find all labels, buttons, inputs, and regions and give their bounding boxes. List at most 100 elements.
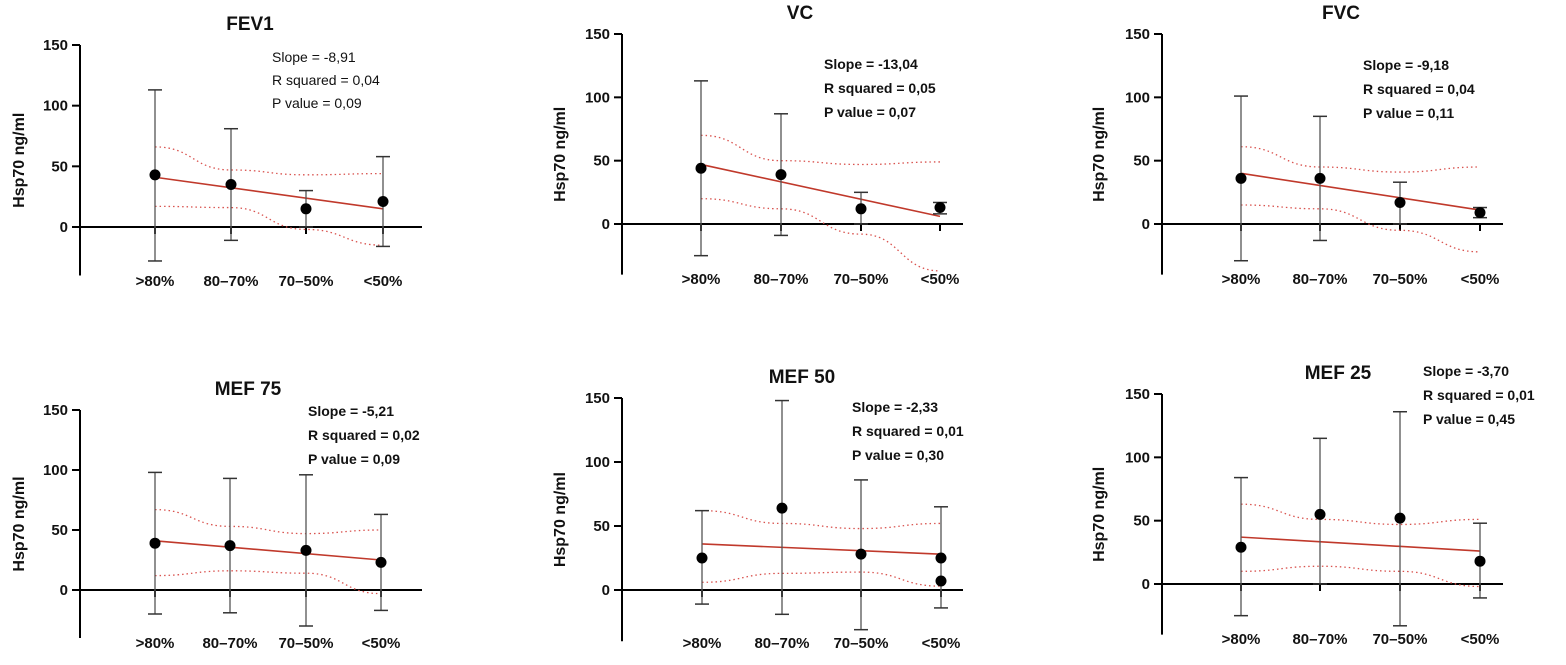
stat-line: Slope = -3,70 [1423,363,1509,379]
confidence-band-upper [154,508,382,535]
confidence-band-lower [154,205,384,246]
y-tick-label: 100 [1125,89,1150,106]
stat-line: P value = 0,30 [852,447,944,463]
stat-line: P value = 0,09 [272,95,362,111]
data-point [855,203,867,215]
y-tick-label: 100 [585,454,610,471]
x-tick-label: <50% [1461,271,1500,288]
data-point [695,162,707,174]
y-tick-label: 50 [593,518,610,535]
data-point [696,552,708,564]
y-tick-label: 150 [43,37,68,54]
x-tick-label: >80% [683,635,722,652]
data-point [1314,172,1326,184]
x-tick-label: 70–50% [278,273,333,290]
data-point [1474,207,1486,219]
y-axis-label: Hsp70 ng/ml [11,113,28,208]
regression-line [700,163,941,218]
confidence-band-upper [154,146,384,176]
chart-panel-3: FVC Hsp70 ng/ml 0 50 100 150 >80% 80–70% 70–50% <… [1091,3,1503,288]
x-tick-label: 70–50% [1372,271,1427,288]
x-tick-label: 70–50% [278,635,333,652]
x-tick-label: <50% [362,635,401,652]
y-tick-label: 150 [1125,386,1150,403]
x-tick-label: >80% [1222,271,1261,288]
data-point [935,575,947,587]
data-point [300,203,312,215]
data-point [935,552,947,564]
y-tick-label: 0 [60,582,68,599]
y-tick-label: 100 [43,98,68,115]
y-tick-label: 50 [1133,153,1150,170]
x-tick-label: >80% [682,271,721,288]
y-tick-label: 150 [585,26,610,43]
regression-line [154,540,382,561]
data-point [225,179,237,191]
regression-line [1240,172,1481,211]
confidence-band-upper [1240,503,1481,526]
y-tick-label: 0 [1142,576,1150,593]
stat-line: Slope = -9,18 [1363,57,1449,73]
data-point [1235,172,1247,184]
y-axis-label: Hsp70 ng/ml [1091,107,1108,202]
x-tick-label: 80–70% [754,635,809,652]
x-tick-label: <50% [364,273,403,290]
data-point [1314,508,1326,520]
chart-panel-4: MEF 75 Hsp70 ng/ml 0 50 100 150 >80% 80–70% 70–5… [11,379,422,652]
data-point [375,556,387,568]
y-tick-label: 0 [60,219,68,236]
confidence-band-upper [1240,146,1481,173]
x-tick-label: 80–70% [1292,271,1347,288]
stat-line: Slope = -8,91 [272,49,356,65]
data-point [224,540,236,552]
stat-line: R squared = 0,02 [308,427,420,443]
data-point [1235,541,1247,553]
stat-line: P value = 0,07 [824,104,916,120]
stat-line: R squared = 0,04 [272,72,380,88]
x-tick-label: >80% [1222,631,1261,648]
x-tick-label: >80% [136,635,175,652]
y-tick-label: 150 [1125,26,1150,43]
data-point [149,169,161,181]
y-axis-label: Hsp70 ng/ml [11,476,28,571]
chart-title: FVC [1322,3,1360,24]
y-tick-label: 100 [1125,449,1150,466]
x-tick-label: 70–50% [833,635,888,652]
x-tick-label: 80–70% [1292,631,1347,648]
confidence-band-lower [700,198,941,272]
x-tick-label: 70–50% [833,271,888,288]
chart-panel-5: MEF 50 Hsp70 ng/ml 0 50 100 150 >80% 80–70% 70–5… [552,367,964,652]
y-tick-label: 100 [585,89,610,106]
stat-line: R squared = 0,01 [852,423,964,439]
y-tick-label: 50 [51,158,68,175]
data-point [149,537,161,549]
regression-line [701,543,942,555]
stat-line: P value = 0,11 [1363,105,1454,121]
x-tick-label: <50% [1461,631,1500,648]
data-point [855,548,867,560]
x-tick-label: 70–50% [1372,631,1427,648]
y-tick-label: 100 [43,462,68,479]
y-axis-label: Hsp70 ng/ml [552,472,569,567]
data-point [377,196,389,208]
confidence-band-lower [1240,204,1481,253]
regression-line [1240,536,1481,552]
data-point [1474,555,1486,567]
y-tick-label: 50 [51,522,68,539]
data-point [1394,196,1406,208]
y-tick-label: 150 [43,402,68,419]
data-point [776,502,788,514]
regression-line [154,176,384,210]
data-point [300,544,312,556]
chart-panel-6: MEF 25 Hsp70 ng/ml 0 50 100 150 >80% 80–70% 70–5… [1091,363,1535,648]
x-tick-label: 80–70% [202,635,257,652]
y-axis-label: Hsp70 ng/ml [552,107,569,202]
y-tick-label: 150 [585,390,610,407]
stat-line: R squared = 0,05 [824,80,936,96]
chart-title: MEF 25 [1305,363,1372,384]
y-tick-label: 50 [593,153,610,170]
stat-line: Slope = -2,33 [852,399,938,415]
stat-line: R squared = 0,01 [1423,387,1535,403]
chart-title: MEF 75 [215,379,282,400]
